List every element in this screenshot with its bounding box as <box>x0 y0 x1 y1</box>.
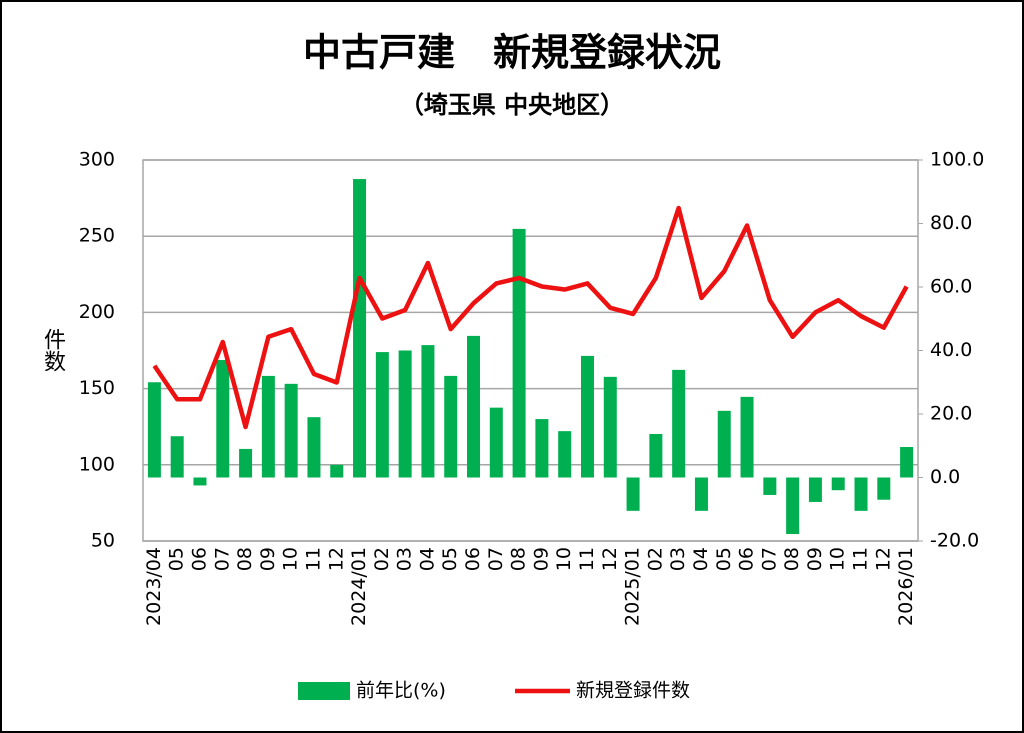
x-tick-label: 04 <box>416 547 438 571</box>
bar <box>672 369 686 478</box>
x-tick-label: 10 <box>827 547 849 571</box>
bar <box>261 375 275 478</box>
bar <box>854 477 868 511</box>
y2-tick-label: 80.0 <box>930 212 972 234</box>
bar <box>900 447 914 478</box>
x-tick-label: 03 <box>667 547 689 571</box>
bar <box>649 434 663 478</box>
x-tick-label: 05 <box>439 547 461 571</box>
x-tick-label: 10 <box>553 547 575 571</box>
bar <box>831 477 845 491</box>
bar <box>193 477 207 486</box>
y2-tick-label: -20.0 <box>930 530 979 552</box>
bar <box>147 382 161 478</box>
bar <box>239 448 253 478</box>
x-tick-label: 12 <box>599 547 621 571</box>
bar <box>877 477 891 500</box>
y2-tick-label: 20.0 <box>930 403 972 425</box>
y-tick-label: 50 <box>91 530 115 552</box>
bar <box>216 360 230 478</box>
y2-tick-label: 40.0 <box>930 339 972 361</box>
legend-swatch <box>298 682 350 700</box>
y2-tick-label: 60.0 <box>930 276 972 298</box>
x-tick-label: 2025/01 <box>622 547 644 626</box>
bar <box>284 383 298 478</box>
bar <box>580 355 594 478</box>
x-tick-label: 06 <box>462 547 484 571</box>
bar <box>512 228 526 478</box>
legend-label: 前年比(%) <box>356 680 446 702</box>
x-tick-label: 07 <box>485 547 507 571</box>
bar <box>740 396 754 478</box>
bar <box>170 436 184 478</box>
y-tick-label: 250 <box>79 225 115 247</box>
line <box>152 205 909 430</box>
x-tick-label: 09 <box>257 547 279 571</box>
bar <box>763 477 777 495</box>
y-tick-label: 100 <box>79 453 115 475</box>
bar <box>330 464 344 478</box>
y-tick-label: 200 <box>79 301 115 323</box>
bar <box>353 179 367 478</box>
x-tick-label: 12 <box>325 547 347 571</box>
x-tick-label: 02 <box>644 547 666 571</box>
bar <box>808 477 822 502</box>
bar <box>558 431 572 478</box>
bar <box>694 477 708 511</box>
chart-title: 中古戸建 新規登録状況 <box>303 31 721 75</box>
x-tick-label: 08 <box>234 547 256 571</box>
x-tick-label: 03 <box>394 547 416 571</box>
bar <box>444 375 458 478</box>
bar <box>603 376 617 478</box>
x-tick-label: 2023/04 <box>143 547 165 626</box>
y-axis-label: 件数 <box>40 328 66 372</box>
x-tick-label: 09 <box>804 547 826 571</box>
bar <box>717 410 731 478</box>
y-tick-label: 300 <box>79 149 115 171</box>
x-tick-label: 07 <box>758 547 780 571</box>
y-tick-label: 150 <box>79 377 115 399</box>
bar <box>421 345 435 478</box>
x-tick-label: 11 <box>302 547 324 571</box>
x-tick-label: 10 <box>280 547 302 571</box>
x-tick-label: 02 <box>371 547 393 571</box>
x-tick-label: 08 <box>508 547 530 571</box>
x-tick-label: 08 <box>781 547 803 571</box>
y2-tick-label: 0.0 <box>930 466 960 488</box>
bar <box>375 352 389 478</box>
plot-border <box>142 159 919 542</box>
x-tick-label: 11 <box>576 547 598 571</box>
x-tick-label: 2024/01 <box>348 547 370 626</box>
chart-subtitle: （埼玉県 中央地区） <box>400 91 624 119</box>
x-tick-label: 2026/01 <box>895 547 917 626</box>
x-tick-label: 06 <box>188 547 210 571</box>
bar <box>307 417 321 478</box>
x-tick-label: 05 <box>166 547 188 571</box>
x-tick-label: 06 <box>736 547 758 571</box>
bar <box>398 350 412 478</box>
legend-label: 新規登録件数 <box>576 680 690 702</box>
bar <box>489 407 503 478</box>
x-tick-label: 04 <box>690 547 712 571</box>
x-tick-label: 07 <box>211 547 233 571</box>
x-tick-label: 12 <box>872 547 894 571</box>
x-tick-label: 09 <box>530 547 552 571</box>
bar <box>626 477 640 511</box>
bar <box>467 335 481 478</box>
bar <box>786 477 800 535</box>
y2-tick-label: 100.0 <box>930 149 984 171</box>
x-tick-label: 11 <box>850 547 872 571</box>
x-tick-label: 05 <box>713 547 735 571</box>
bar <box>535 419 549 478</box>
